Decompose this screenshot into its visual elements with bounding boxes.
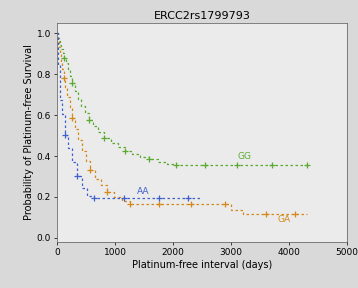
Text: GG: GG (237, 151, 251, 160)
Text: AA: AA (137, 187, 150, 196)
Text: GA: GA (278, 215, 291, 224)
Title: ERCC2rs1799793: ERCC2rs1799793 (154, 11, 251, 21)
Y-axis label: Probability of Platinum-free Survival: Probability of Platinum-free Survival (24, 45, 34, 220)
X-axis label: Platinum-free interval (days): Platinum-free interval (days) (132, 260, 272, 270)
